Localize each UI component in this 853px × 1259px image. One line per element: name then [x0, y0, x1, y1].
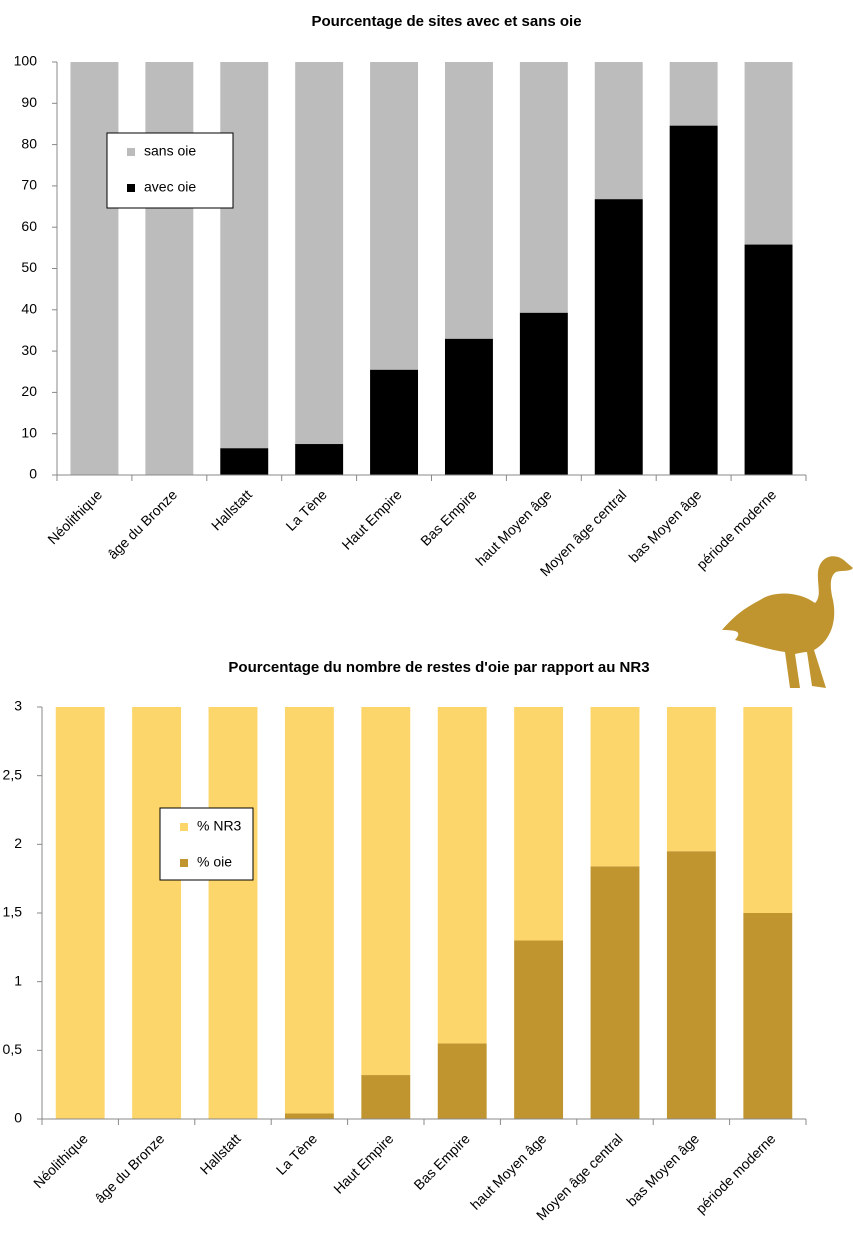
chart-title: Pourcentage du nombre de restes d'oie pa… — [228, 659, 649, 676]
bar-segment — [70, 62, 119, 475]
bar-segment — [361, 1075, 411, 1119]
bar-segment — [590, 866, 640, 1119]
y-tick-label: 100 — [14, 53, 38, 69]
bar-segment — [666, 707, 716, 852]
y-tick-label: 0 — [29, 466, 37, 482]
x-tick-label: Moyen âge central — [533, 1130, 626, 1223]
legend-box — [106, 132, 234, 209]
bar-segment — [284, 707, 334, 1114]
bar-segment — [744, 244, 793, 475]
y-tick-label: 60 — [21, 218, 37, 234]
x-tick-label: Bas Empire — [417, 486, 480, 549]
y-tick-label: 0,5 — [3, 1041, 23, 1057]
bar-segment — [295, 62, 344, 445]
x-tick-label: Néolithique — [44, 486, 105, 547]
bar-segment — [145, 62, 194, 475]
x-tick-label: Bas Empire — [410, 1130, 473, 1193]
bar-segment — [361, 707, 411, 1076]
bar-segment — [666, 851, 716, 1119]
legend-label: % oie — [197, 854, 232, 870]
bar-segment — [519, 312, 568, 475]
bar-segment — [208, 707, 258, 1119]
x-tick-label: âge du Bronze — [92, 1130, 168, 1206]
y-tick-label: 20 — [21, 383, 37, 399]
y-tick-label: 30 — [21, 342, 37, 358]
y-tick-label: 50 — [21, 259, 37, 275]
bar-segment — [437, 1043, 487, 1119]
x-tick-label: haut Moyen âge — [472, 486, 554, 568]
bar-segment — [669, 125, 718, 476]
legend-swatch — [180, 823, 188, 831]
x-tick-label: période moderne — [692, 1130, 778, 1216]
x-tick-label: bas Moyen âge — [625, 486, 704, 565]
y-tick-label: 3 — [14, 698, 22, 714]
y-tick-label: 80 — [21, 135, 37, 151]
bar-segment — [669, 62, 718, 126]
y-tick-label: 0 — [14, 1110, 22, 1126]
bar-segment — [437, 707, 487, 1044]
y-tick-label: 70 — [21, 177, 37, 193]
bar-segment — [370, 369, 419, 475]
y-tick-label: 40 — [21, 301, 37, 317]
bar-segment — [590, 707, 640, 867]
y-tick-label: 1 — [14, 972, 22, 988]
legend-box — [159, 807, 254, 881]
bar-segment — [220, 62, 269, 449]
goose-icon — [722, 556, 853, 688]
bar-segment — [444, 62, 493, 339]
x-tick-label: bas Moyen âge — [623, 1130, 702, 1209]
y-tick-label: 2,5 — [3, 766, 23, 782]
bar-segment — [295, 444, 344, 475]
legend-label: sans oie — [144, 143, 196, 159]
x-tick-label: Haut Empire — [338, 486, 404, 552]
legend-swatch — [127, 184, 135, 192]
legend-swatch — [127, 148, 135, 156]
bar-segment — [444, 338, 493, 475]
bar-segment — [284, 1113, 334, 1119]
x-tick-label: La Tène — [282, 486, 330, 534]
bar-segment — [370, 62, 419, 370]
bar-segment — [594, 62, 643, 200]
y-tick-label: 10 — [21, 424, 37, 440]
x-tick-label: La Tène — [273, 1130, 321, 1178]
y-tick-label: 1,5 — [3, 904, 23, 920]
x-tick-label: Hallstatt — [197, 1130, 244, 1177]
x-tick-label: période moderne — [693, 486, 779, 572]
bar-segment — [514, 940, 564, 1119]
chart-title: Pourcentage de sites avec et sans oie — [311, 13, 581, 30]
x-tick-label: âge du Bronze — [104, 486, 180, 562]
legend-swatch — [180, 859, 188, 867]
bar-segment — [743, 707, 793, 913]
legend-label: % NR3 — [197, 818, 242, 834]
bar-segment — [743, 913, 793, 1119]
bar-segment — [220, 448, 269, 475]
y-tick-label: 90 — [21, 94, 37, 110]
bar-segment — [594, 199, 643, 475]
x-tick-label: haut Moyen âge — [467, 1130, 549, 1212]
bar-segment — [514, 707, 564, 941]
bar-segment — [519, 62, 568, 313]
legend-label: avec oie — [144, 179, 196, 195]
x-tick-label: Hallstatt — [208, 486, 255, 533]
x-tick-label: Haut Empire — [330, 1130, 396, 1196]
x-tick-label: Néolithique — [30, 1130, 91, 1191]
bar-segment — [132, 707, 182, 1119]
y-tick-label: 2 — [14, 835, 22, 851]
bar-segment — [744, 62, 793, 245]
bar-segment — [55, 707, 105, 1119]
